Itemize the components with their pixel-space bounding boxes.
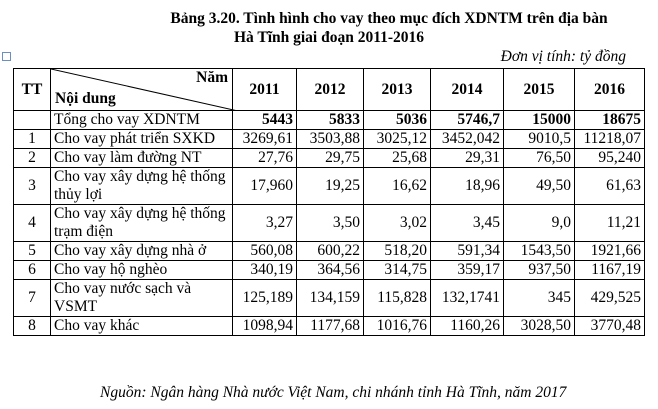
source-note: Nguồn: Ngân hàng Nhà nước Việt Nam, chi …: [100, 384, 567, 401]
value-cell: 125,189: [232, 279, 297, 317]
row-number: 5: [13, 241, 51, 261]
row-number: 8: [13, 316, 51, 336]
value-cell: 95,240: [574, 148, 645, 168]
value-cell: 132,1741: [430, 279, 504, 317]
value-cell: 345: [503, 279, 575, 317]
row-number: 4: [13, 204, 51, 242]
year-header: 2015: [503, 68, 575, 111]
value-cell: 3269,61: [232, 129, 297, 149]
table-row: 6 Cho vay hộ nghèo 340,19 364,56 314,75 359,1…: [13, 260, 645, 280]
tt-header: TT: [13, 68, 51, 111]
year-header: 2013: [363, 68, 431, 111]
value-cell: 11218,07: [574, 129, 645, 149]
content-label: Nội dung: [55, 90, 116, 107]
diagonal-header: Năm Nội dung: [50, 68, 238, 111]
year-label: Năm: [196, 69, 228, 86]
value-cell: 1167,19: [574, 260, 645, 280]
value-cell: 1160,26: [430, 316, 504, 336]
row-number: 7: [13, 279, 51, 317]
year-header: 2012: [296, 68, 364, 111]
row-number: 1: [13, 129, 51, 149]
value-cell: 9010,5: [503, 129, 575, 149]
value-cell: 11,21: [574, 204, 645, 242]
total-row: Tổng cho vay XDNTM 5443 5833 5036 5746,7…: [13, 110, 645, 130]
table-row: 3 Cho vay xây dựng hệ thống thủy lợi 17,96…: [13, 167, 645, 205]
value-cell: 3025,12: [363, 129, 431, 149]
value-cell: 3452,042: [430, 129, 504, 149]
value-cell: 1177,68: [296, 316, 364, 336]
value-cell: 17,960: [232, 167, 297, 205]
value-cell: 429,525: [574, 279, 645, 317]
row-label: Cho vay xây dựng hệ thống thủy lợi: [50, 167, 233, 205]
row-label: Cho vay phát triển SXKD: [50, 129, 233, 149]
value-cell: 5443: [232, 110, 297, 130]
value-cell: 27,76: [232, 148, 297, 168]
value-cell: 18675: [574, 110, 645, 130]
row-label: Cho vay xây dựng nhà ở: [50, 241, 233, 261]
value-cell: 76,50: [503, 148, 575, 168]
table-row: 1 Cho vay phát triển SXKD 3269,61 3503,88 30…: [13, 129, 645, 149]
value-cell: 16,62: [363, 167, 431, 205]
value-cell: 340,19: [232, 260, 297, 280]
table-row: 2 Cho vay làm đường NT 27,76 29,75 25,68 29,3…: [13, 148, 645, 168]
value-cell: 49,50: [503, 167, 575, 205]
row-label: Tổng cho vay XDNTM: [50, 110, 233, 130]
value-cell: 9,0: [503, 204, 575, 242]
row-label: Cho vay xây dựng hệ thống trạm điện: [50, 204, 233, 242]
table-row: 7 Cho vay nước sạch và VSMT 125,189 134,159…: [13, 279, 645, 317]
value-cell: 115,828: [363, 279, 431, 317]
year-header: 2014: [430, 68, 504, 111]
year-header: 2016: [574, 68, 645, 111]
value-cell: 314,75: [363, 260, 431, 280]
table-move-handle-icon[interactable]: [2, 52, 11, 61]
value-cell: 518,20: [363, 241, 431, 261]
row-number: 2: [13, 148, 51, 168]
value-cell: 29,31: [430, 148, 504, 168]
value-cell: 25,68: [363, 148, 431, 168]
table-row: 5 Cho vay xây dựng nhà ở 560,08 600,22 518,2…: [13, 241, 645, 261]
row-label: Cho vay khác: [50, 316, 233, 336]
value-cell: 1921,66: [574, 241, 645, 261]
value-cell: 61,63: [574, 167, 645, 205]
value-cell: 134,159: [296, 279, 364, 317]
header-row: TT Năm Nội dung 2011 2012 2013 2014 2015…: [13, 68, 645, 111]
unit-note: Đơn vị tính: tỷ đồng: [500, 48, 626, 65]
value-cell: 3,02: [363, 204, 431, 242]
value-cell: 5746,7: [430, 110, 504, 130]
table-row: 8 Cho vay khác 1098,94 1177,68 1016,76 1160,2…: [13, 316, 645, 336]
value-cell: 600,22: [296, 241, 364, 261]
value-cell: 3028,50: [503, 316, 575, 336]
table-subtitle: Hà Tĩnh giai đoạn 2011-2016: [233, 29, 425, 46]
value-cell: 937,50: [503, 260, 575, 280]
value-cell: 3503,88: [296, 129, 364, 149]
table-row: 4 Cho vay xây dựng hệ thống trạm điện 3,27…: [13, 204, 645, 242]
value-cell: 3,27: [232, 204, 297, 242]
table-title: Bảng 3.20. Tình hình cho vay theo mục đí…: [170, 10, 608, 27]
value-cell: 1016,76: [363, 316, 431, 336]
value-cell: 1543,50: [503, 241, 575, 261]
value-cell: 5036: [363, 110, 431, 130]
year-header: 2011: [232, 68, 297, 111]
value-cell: 3770,48: [574, 316, 645, 336]
value-cell: 359,17: [430, 260, 504, 280]
empty-cell: [13, 110, 51, 130]
value-cell: 15000: [503, 110, 575, 130]
value-cell: 1098,94: [232, 316, 297, 336]
row-number: 6: [13, 260, 51, 280]
loan-table: TT Năm Nội dung 2011 2012 2013 2014 2015…: [13, 68, 645, 336]
value-cell: 591,34: [430, 241, 504, 261]
value-cell: 5833: [296, 110, 364, 130]
value-cell: 364,56: [296, 260, 364, 280]
value-cell: 19,25: [296, 167, 364, 205]
value-cell: 18,96: [430, 167, 504, 205]
row-label: Cho vay nước sạch và VSMT: [50, 279, 233, 317]
row-label: Cho vay hộ nghèo: [50, 260, 233, 280]
value-cell: 3,45: [430, 204, 504, 242]
value-cell: 29,75: [296, 148, 364, 168]
row-number: 3: [13, 167, 51, 205]
row-label: Cho vay làm đường NT: [50, 148, 233, 168]
value-cell: 560,08: [232, 241, 297, 261]
value-cell: 3,50: [296, 204, 364, 242]
